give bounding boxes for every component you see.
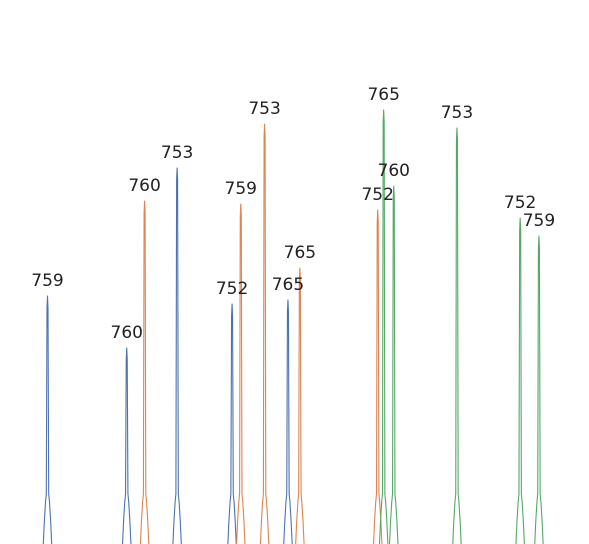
peak-label-s0-p3: 752	[216, 279, 248, 299]
peak-line-s0-p4	[283, 299, 293, 544]
peak-line-s0-p2	[172, 167, 182, 544]
peak-line-s1-p1	[236, 203, 246, 544]
peak-line-s1-p0	[139, 200, 150, 544]
peak-label-s2-p3: 752	[504, 193, 536, 213]
peak-label-s1-p4: 752	[361, 185, 393, 205]
peak-line-s2-p0	[378, 109, 389, 544]
peak-label-s1-p1: 759	[225, 179, 257, 199]
peak-label-s0-p1: 760	[111, 323, 143, 343]
peak-line-s1-p2	[259, 123, 270, 544]
peak-line-s0-p0	[42, 295, 53, 544]
peak-label-s1-p3: 765	[284, 243, 316, 263]
peak-line-s0-p3	[227, 303, 237, 544]
peak-line-s1-p4	[372, 209, 383, 544]
peak-label-s2-p1: 760	[378, 161, 410, 181]
peak-line-s2-p3	[515, 217, 525, 544]
peak-label-s0-p2: 753	[161, 143, 193, 163]
peak-line-s2-p4	[534, 235, 544, 544]
peak-label-s1-p2: 753	[248, 99, 280, 119]
peak-line-s2-p1	[389, 185, 399, 544]
peak-line-s1-p3	[295, 267, 305, 544]
peak-line-s2-p2	[452, 127, 462, 544]
peak-label-s2-p2: 753	[441, 103, 473, 123]
peak-line-s0-p1	[121, 347, 132, 544]
peak-label-s2-p0: 765	[367, 85, 399, 105]
peak-label-s0-p0: 759	[31, 271, 63, 291]
peak-label-s2-p4: 759	[523, 211, 555, 231]
peak-lines	[42, 109, 544, 544]
peak-label-s1-p0: 760	[128, 176, 160, 196]
peak-label-s0-p4: 765	[272, 275, 304, 295]
